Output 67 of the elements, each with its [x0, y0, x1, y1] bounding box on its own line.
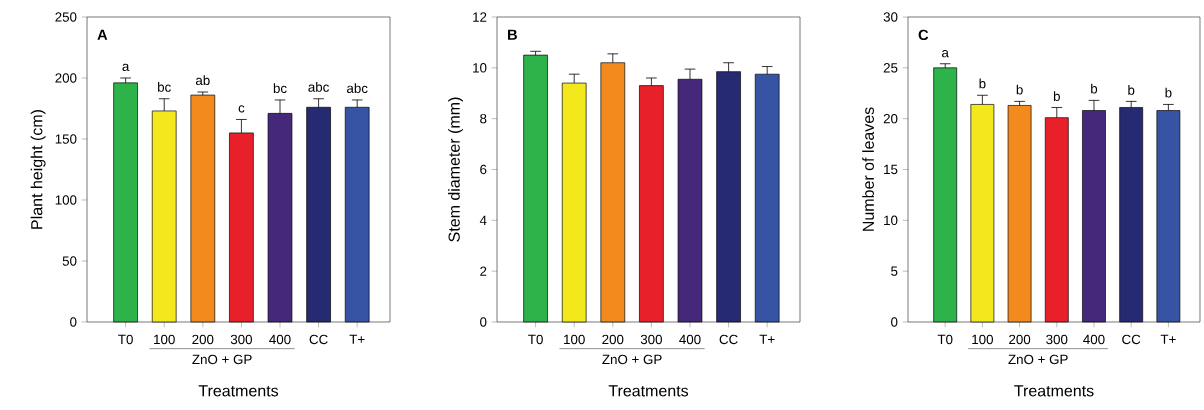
x-axis-title: Treatments — [198, 385, 279, 397]
y-tick-label: 20 — [883, 113, 898, 124]
y-tick-label: 0 — [480, 317, 487, 327]
x-tick-label: T+ — [349, 334, 365, 344]
x-tick-label: 200 — [602, 334, 624, 345]
text: ZnO + GP — [192, 354, 252, 365]
y-tick-label: 12 — [473, 12, 487, 22]
annotation: c — [238, 105, 245, 113]
annotation: a — [122, 63, 130, 72]
y-tick-label: 15 — [884, 164, 898, 175]
y-tick-label: 200 — [55, 73, 77, 83]
x-tick-label: CC — [309, 334, 328, 345]
x-tick-label: T+ — [759, 334, 775, 344]
y-tick-label: 10 — [473, 63, 487, 73]
annotation: bc — [158, 82, 171, 92]
y-tick-label: 5 — [891, 266, 898, 276]
x-tick-label: 400 — [679, 334, 701, 345]
annotation: b — [1016, 84, 1023, 95]
annotation: a — [942, 50, 949, 58]
x-tick-label: 100 — [972, 334, 993, 345]
y-tick-label: 30 — [883, 12, 898, 22]
annotation: b — [1091, 83, 1098, 94]
text: A — [97, 29, 108, 40]
y-tick-label: 10 — [884, 215, 898, 226]
y-tick-label: 250 — [55, 12, 77, 22]
x-tick-label: 400 — [269, 334, 291, 345]
x-axis-title: Treatments — [1014, 385, 1094, 397]
y-tick-label: 0 — [70, 317, 77, 327]
x-tick-label: 300 — [640, 334, 662, 345]
x-tick-label: 100 — [154, 334, 175, 345]
y-tick-label: 8 — [480, 113, 487, 124]
x-tick-label: T+ — [1160, 334, 1176, 344]
annotation: abc — [308, 82, 329, 92]
annotation: b — [979, 78, 986, 89]
text: ZnO + GP — [602, 354, 662, 365]
annotation: b — [1128, 85, 1135, 95]
y-axis-title: Number of leaves — [862, 107, 874, 231]
x-tick-label: 400 — [1083, 334, 1105, 345]
annotation: abc — [347, 83, 368, 94]
x-tick-label: T0 — [118, 334, 133, 345]
x-tick-label: CC — [719, 334, 738, 345]
y-tick-label: 50 — [62, 256, 77, 266]
x-tick-label: 300 — [1046, 334, 1068, 345]
y-tick-label: 150 — [55, 134, 77, 144]
y-axis-title: Stem diameter (mm) — [448, 97, 463, 242]
text: B — [508, 29, 517, 40]
x-tick-label: 200 — [192, 334, 214, 345]
y-tick-label: 6 — [480, 164, 487, 175]
x-tick-label: CC — [1122, 334, 1141, 345]
y-axis-title: Plant height (cm) — [30, 110, 46, 229]
y-tick-label: 25 — [883, 63, 898, 73]
x-tick-label: T0 — [937, 334, 953, 345]
x-tick-label: 100 — [564, 334, 585, 345]
text: ZnO + GP — [1008, 354, 1068, 365]
annotation: b — [1165, 87, 1172, 98]
annotation: b — [1053, 91, 1060, 102]
x-tick-label: T0 — [528, 334, 543, 345]
y-tick-label: 4 — [479, 215, 487, 225]
x-tick-label: 300 — [230, 334, 253, 345]
y-tick-label: 100 — [55, 195, 77, 205]
annotation: bc — [273, 83, 287, 94]
y-tick-label: 0 — [891, 317, 898, 327]
y-tick-label: 2 — [480, 266, 487, 276]
text: C — [918, 29, 929, 41]
annotation: ab — [195, 75, 210, 86]
x-axis-title: Treatments — [608, 385, 689, 397]
x-tick-label: 200 — [1009, 334, 1031, 345]
